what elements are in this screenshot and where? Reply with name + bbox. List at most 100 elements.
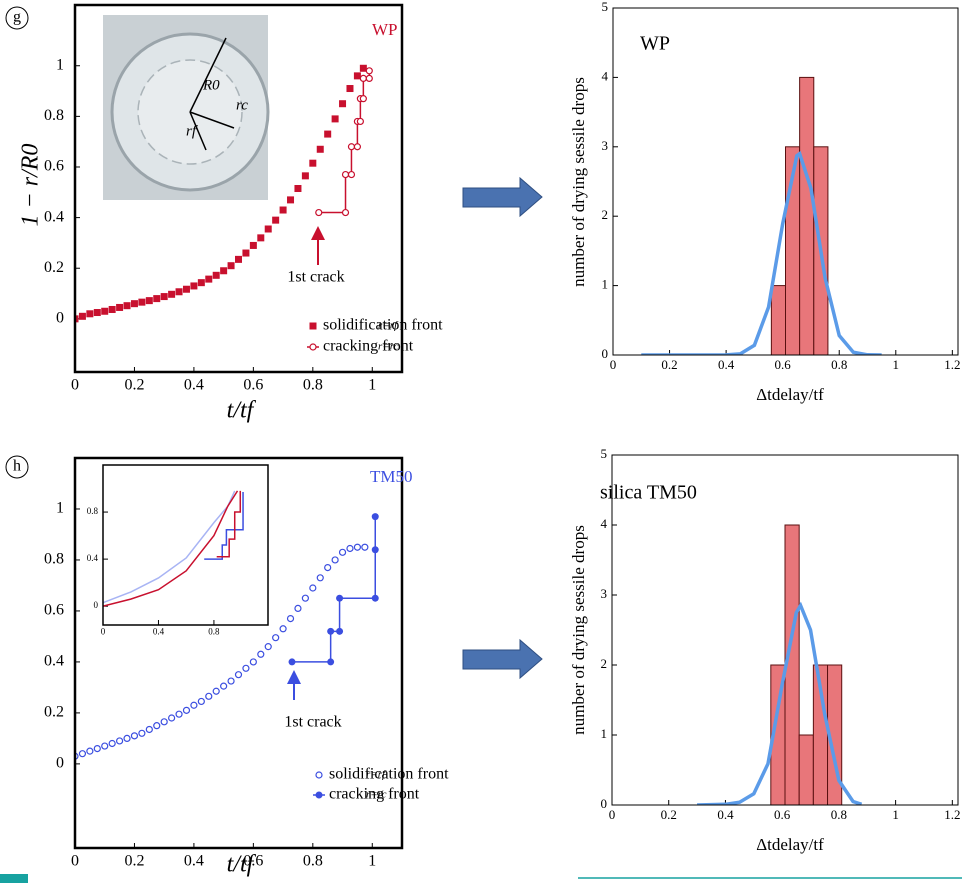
data-point <box>341 208 350 217</box>
data-point <box>336 594 344 602</box>
chart: 0 0.2 0.4 0.6 0.8 1 0 0.2 0.4 0.6 0.8 1 h TM50 1st cra… <box>5 455 449 878</box>
data-point <box>288 658 296 666</box>
radius-arrow <box>189 111 235 129</box>
data-point <box>220 267 228 275</box>
legend-marker <box>309 343 317 351</box>
x-tick-label: 0.8 <box>208 627 220 637</box>
data-point <box>294 185 302 192</box>
data-point <box>309 159 317 167</box>
legend-condition: r=rf <box>378 320 399 332</box>
x-tick-label: 0 <box>610 357 617 372</box>
data-point <box>287 196 295 204</box>
y-tick-label: 0.6 <box>44 602 64 619</box>
y-tick-label: 0.8 <box>44 107 64 124</box>
y-tick-label: 0.4 <box>87 553 99 563</box>
data-point <box>361 543 369 551</box>
data-point <box>327 658 335 666</box>
series-line <box>216 490 242 558</box>
data-point <box>301 172 309 180</box>
x-tick-label: 0.8 <box>831 807 847 822</box>
data-point <box>182 285 190 293</box>
panel-label: h <box>13 458 21 475</box>
data-point <box>138 729 146 737</box>
data-point <box>264 225 272 233</box>
data-point <box>371 546 379 554</box>
data-point <box>227 677 235 685</box>
data-point <box>257 234 265 242</box>
chart-label: WP <box>372 20 398 39</box>
data-point <box>130 300 138 308</box>
data-point <box>347 143 356 151</box>
data-point <box>242 664 250 672</box>
legend-condition: r=rc <box>366 789 387 801</box>
data-point <box>249 658 257 666</box>
data-point <box>115 737 124 745</box>
chart-label: TM50 <box>370 467 413 486</box>
data-point <box>182 706 191 714</box>
panel-badge <box>5 455 29 479</box>
x-tick-label: 0.8 <box>303 376 323 393</box>
y-tick-label: 1 <box>56 56 64 73</box>
data-point <box>116 303 124 311</box>
data-point <box>220 682 228 690</box>
legend-label: cracking front <box>323 338 414 355</box>
annotation-arrowhead <box>287 670 301 684</box>
data-point <box>353 72 361 80</box>
legend-marker <box>309 322 317 330</box>
data-point <box>356 117 364 126</box>
data-point <box>359 95 367 103</box>
chart-label: WP <box>640 33 670 55</box>
photo-label: rf <box>186 123 198 139</box>
x-tick-label: 0.4 <box>153 627 165 637</box>
y-tick-label: 1 <box>56 500 64 517</box>
data-point <box>78 312 86 320</box>
radius-arrow <box>189 37 227 113</box>
data-point <box>338 548 347 556</box>
data-point <box>272 634 280 642</box>
y-tick-label: 0 <box>56 755 64 772</box>
data-point <box>160 718 168 726</box>
data-point <box>324 130 332 138</box>
data-point <box>331 115 339 123</box>
data-point <box>279 206 287 214</box>
data-point <box>353 543 362 551</box>
x-tick-label: 1 <box>368 852 376 869</box>
series-line <box>641 150 882 355</box>
data-point <box>341 170 350 179</box>
data-point <box>145 725 153 734</box>
data-point <box>138 298 146 306</box>
data-point <box>101 742 109 750</box>
data-point <box>371 513 379 521</box>
y-tick-label: 4 <box>601 516 608 531</box>
decor-bar <box>0 874 28 883</box>
data-point <box>205 275 213 283</box>
x-tick-label: 0.4 <box>184 852 204 869</box>
series-line <box>697 601 863 805</box>
block-arrow <box>462 176 543 218</box>
data-point <box>257 650 265 658</box>
x-tick-label: 0 <box>101 627 106 637</box>
bar <box>770 285 787 355</box>
data-point <box>153 722 161 730</box>
plot-frame <box>73 3 404 374</box>
data-point <box>197 279 205 287</box>
y-tick-label: 3 <box>601 586 608 601</box>
y-tick-label: 2 <box>602 207 609 222</box>
data-point <box>336 627 344 635</box>
y-tick-label: 0 <box>601 796 608 811</box>
y-tick-label: 0.2 <box>44 704 64 721</box>
data-point <box>130 732 139 740</box>
x-axis-label: Δtdelay/tf <box>756 835 824 854</box>
plot-area <box>103 490 244 607</box>
radius-arrow <box>189 111 207 151</box>
y-tick-label: 5 <box>601 446 608 461</box>
data-point <box>365 74 373 83</box>
x-tick-label: 1 <box>368 376 376 393</box>
y-tick-label: 1 <box>602 277 609 292</box>
data-point <box>339 100 347 108</box>
legend-condition: r=rc <box>378 341 399 353</box>
chart: 0 0.2 0.4 0.6 0.8 1 0 0.2 0.4 0.6 0.8 1 g WP 1st crack… <box>5 3 443 424</box>
x-tick-label: 0.2 <box>124 852 144 869</box>
